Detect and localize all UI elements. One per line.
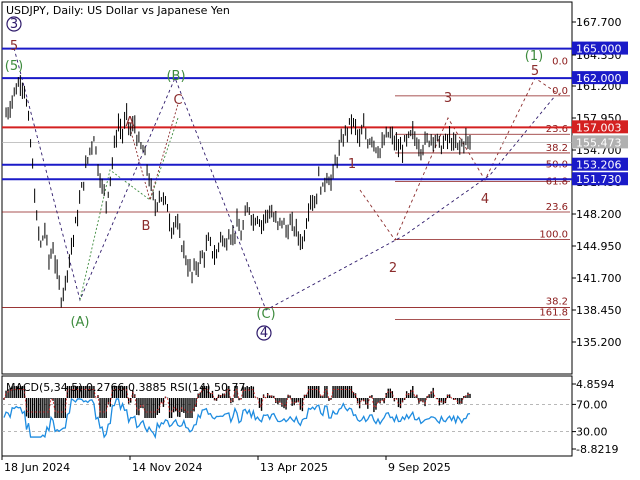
wave-path-red [129,103,179,202]
fib-level-label: 23.6 [546,124,568,135]
wave-labels: 3 5 4 (5) (B) (A) (C) (1) A C B 1 2 3 4 5 [5,16,543,341]
price-tick-label: 144.950 [576,240,622,253]
date-tick-label: 14 Nov 2024 [132,461,202,474]
fib-level-label: 61.8 [546,176,568,187]
price-level-label: 155.473 [576,136,622,149]
price-level-label: 157.003 [576,121,622,134]
price-tick-label: 167.700 [576,16,622,29]
wave-label-red: 2 [389,261,397,276]
wave-label-green: (C) [256,307,275,322]
wave-label-green: (A) [70,315,89,330]
wave-circle [256,325,272,341]
wave-label-purple: 3 [10,17,18,32]
wave-path-forecast [359,77,561,241]
indicator-panel-frame [1,375,573,457]
price-level-tag [572,135,628,149]
indicator-axis: 4.8594 70.00 30.00 -8.8219 [572,378,618,456]
price-level-tag [572,41,628,55]
indicator-tick-label: 70.00 [576,398,608,411]
fib-level-label: 38.2 [546,297,568,308]
indicator-title: MACD(5,34,5) 0.2766 0.3885 RSI(14) 50.77 [6,381,245,394]
wave-lines [13,47,561,311]
price-tick-label: 141.700 [576,272,622,285]
rsi-line [3,397,471,440]
date-tick-label: 18 Jun 2024 [4,461,70,474]
price-levels [2,47,572,181]
wave-label-red: 1 [348,157,356,172]
wave-label-green: (1) [525,49,543,64]
price-level-tag [572,172,628,186]
wave-label-red: C [173,93,182,108]
price-level-label: 151.730 [576,173,622,186]
indicator-tick-label: 30.00 [576,426,608,439]
fib-level-label: 0.0 [552,56,568,67]
price-tick-label: 138.450 [576,304,622,317]
wave-label-red: B [142,219,151,234]
fib-level-label: 100.0 [539,230,568,241]
chart-title: USDJPY, Daily: US Dollar vs Japanese Yen [6,4,230,17]
price-level-tag [572,71,628,85]
macd-signal-line [3,388,471,413]
indicator-tick-label: 4.8594 [576,378,615,391]
date-tick-label: 13 Apr 2025 [260,461,328,474]
price-tick-label: 135.200 [576,336,622,349]
price-level-tag [572,120,628,134]
fib-level-label: 38.2 [546,143,568,154]
fib-level-label: 23.6 [546,202,568,213]
price-panel-frame [1,1,573,375]
wave-label-red: 3 [444,91,452,106]
wave-label-red: A [126,115,135,130]
price-level-label: 165.000 [576,43,622,56]
price-series [5,75,471,308]
wave-circle [6,16,22,32]
price-level-label: 162.000 [576,72,622,85]
wave-label-green: (5) [5,59,23,74]
wave-label-purple: 4 [260,326,268,341]
date-axis: 18 Jun 2024 14 Nov 2024 13 Apr 2025 9 Sep 2… [1,456,451,474]
indicator-tick-label: -8.8219 [576,443,618,456]
indicator-panel [2,386,572,440]
price-axis: 167.700164.350161.200157.950154.700151.4… [572,16,622,349]
price-level-tag [572,157,628,171]
fib-level-label: 0.0 [552,86,568,97]
wave-label-purple: 5 [10,39,18,54]
price-level-label: 153.206 [576,159,622,172]
fib-level-label: 161.8 [539,307,568,318]
wave-label-green: (B) [166,69,185,84]
wave-label-red: 4 [481,192,489,207]
price-tick-label: 148.200 [576,208,622,221]
wave-label-red: 5 [531,64,539,79]
price-level-tags: 165.000 162.000 157.003 155.473 153.206151.7… [572,41,628,186]
date-tick-label: 9 Sep 2025 [388,461,451,474]
